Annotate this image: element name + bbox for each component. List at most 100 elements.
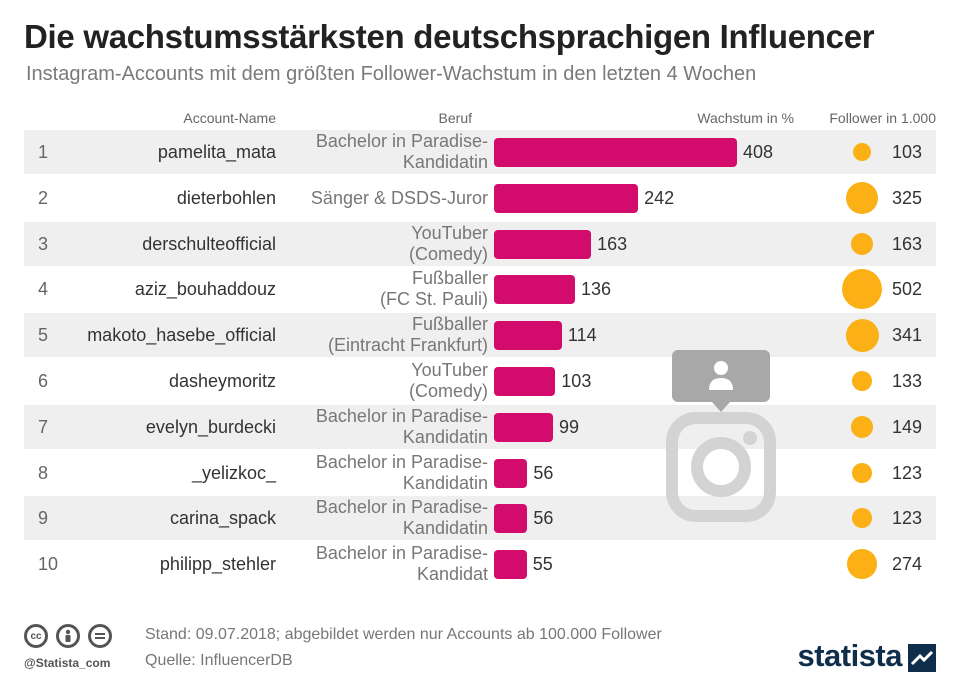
- row-account-name: derschulteofficial: [142, 234, 276, 254]
- table-row: 5 makoto_hasebe_official Fußballer (Eintrac…: [24, 313, 936, 357]
- row-rank: 3: [38, 234, 49, 254]
- follower-bubble: [845, 181, 879, 215]
- row-account-name: carina_spack: [169, 508, 276, 528]
- row-beruf-line: YouTuber: [411, 360, 488, 380]
- growth-value-label: 99: [559, 417, 580, 437]
- row-beruf-line: Kandidatin: [402, 473, 488, 493]
- table-row: 9 carina_spack Bachelor in Paradise- Kandid…: [24, 496, 936, 540]
- footnote-stand: Stand: 09.07.2018; abgebildet werden nur…: [145, 626, 662, 643]
- row-beruf-line: Kandidat: [416, 564, 488, 584]
- row-beruf-line: Fußballer: [411, 268, 488, 288]
- follower-value-label: 103: [892, 142, 923, 162]
- by-icon: [56, 624, 80, 648]
- row-account-name: philipp_stehler: [159, 554, 276, 574]
- follower-value-label: 341: [892, 325, 923, 345]
- row-account-name: dieterbohlen: [176, 188, 276, 208]
- follower-value-label: 502: [892, 279, 923, 299]
- growth-value-label: 56: [533, 508, 554, 528]
- row-rank: 10: [38, 554, 59, 574]
- row-account-name: dasheymoritz: [168, 371, 276, 391]
- row-account-name: makoto_hasebe_official: [87, 325, 276, 345]
- table-row: 7 evelyn_burdecki Bachelor in Paradise- Kan…: [24, 405, 936, 449]
- row-beruf-line: (Comedy): [408, 244, 488, 264]
- nd-icon: [88, 624, 112, 648]
- row-beruf: Bachelor in Paradise- Kandidatin: [316, 496, 488, 540]
- row-beruf-line: (Eintracht Frankfurt): [327, 335, 488, 355]
- row-rank: 5: [38, 325, 49, 345]
- header-beruf: Beruf: [438, 110, 472, 126]
- cc-icon: cc: [24, 624, 48, 648]
- row-beruf-line: Bachelor in Paradise-: [315, 131, 488, 151]
- row-beruf-line: Kandidatin: [402, 427, 488, 447]
- follower-value-label: 274: [892, 554, 923, 574]
- growth-value-label: 56: [533, 463, 554, 483]
- row-beruf: Bachelor in Paradise- Kandidatin: [316, 130, 488, 174]
- follower-value-label: 123: [892, 463, 923, 483]
- row-rank: 2: [38, 188, 49, 208]
- growth-value-label: 114: [567, 325, 597, 345]
- table-row: 2 dieterbohlen Sänger & DSDS-Juror 242 325: [24, 176, 936, 220]
- row-beruf-line: Fußballer: [411, 314, 488, 334]
- row-beruf-line: Bachelor in Paradise-: [315, 406, 488, 426]
- row-rank: 6: [38, 371, 49, 391]
- row-rank: 9: [38, 508, 49, 528]
- growth-value-label: 55: [532, 554, 553, 574]
- follower-value-label: 133: [892, 371, 923, 391]
- chart-subtitle: Instagram-Accounts mit dem größten Follo…: [26, 63, 757, 85]
- statista-handle: @Statista_com: [24, 656, 111, 670]
- instagram-icon: [666, 350, 776, 522]
- follower-bubble: [852, 463, 872, 483]
- growth-value-label: 136: [581, 279, 612, 299]
- row-beruf: Bachelor in Paradise- Kandidat: [316, 542, 488, 586]
- row-account-name: evelyn_burdecki: [145, 417, 276, 437]
- row-account-name: _yelizkoc_: [191, 463, 276, 483]
- follower-bubble: [842, 269, 882, 309]
- row-beruf-line: Bachelor in Paradise-: [315, 497, 488, 517]
- growth-bar: [494, 459, 528, 488]
- row-rank: 4: [38, 279, 49, 299]
- follower-bubble: [852, 508, 872, 528]
- row-account-name: aziz_bouhaddouz: [134, 279, 276, 299]
- follower-value-label: 325: [892, 188, 923, 208]
- follower-value-label: 163: [892, 234, 923, 254]
- row-rank: 1: [38, 142, 49, 162]
- row-beruf-line: Sänger & DSDS-Juror: [310, 187, 488, 208]
- growth-bar: [494, 504, 528, 533]
- follower-bubble: [851, 370, 873, 392]
- footer: cc @Statista_com Stand: 09.07.2018; abge…: [0, 620, 960, 684]
- row-beruf: Bachelor in Paradise- Kandidatin: [316, 451, 488, 495]
- chart-title: Die wachstumsstärksten deutschsprachigen…: [24, 18, 875, 55]
- growth-bar: [494, 275, 575, 304]
- row-rank: 8: [38, 463, 49, 483]
- table-row: 8 _yelizkoc_ Bachelor in Paradise- Kandidat…: [24, 451, 936, 495]
- header-followers: Follower in 1.000: [829, 110, 936, 126]
- footnote-source: Quelle: InfluencerDB: [145, 652, 293, 669]
- row-beruf: Fußballer (Eintracht Frankfurt): [328, 313, 488, 357]
- follower-bubble: [845, 318, 879, 352]
- growth-bar: [494, 184, 639, 213]
- growth-bar: [494, 138, 737, 167]
- row-beruf: Fußballer (FC St. Pauli): [380, 267, 488, 311]
- row-beruf: Bachelor in Paradise- Kandidatin: [316, 405, 488, 449]
- follower-bubble: [852, 142, 871, 161]
- follower-value-label: 123: [892, 508, 923, 528]
- statista-logo: statista: [797, 638, 902, 673]
- growth-value-label: 103: [561, 371, 592, 391]
- growth-value-label: 163: [597, 234, 628, 254]
- row-beruf: Sänger & DSDS-Juror: [311, 176, 488, 220]
- table-row: 1 pamelita_mata Bachelor in Paradise- Kandi…: [24, 130, 936, 174]
- growth-value-label: 408: [743, 142, 774, 162]
- row-account-name: pamelita_mata: [157, 142, 276, 162]
- header-account: Account-Name: [183, 110, 276, 126]
- follower-bubble: [847, 549, 877, 579]
- table-row: 10 philipp_stehler Bachelor in Paradise- Ka…: [24, 542, 936, 586]
- follower-value-label: 149: [892, 417, 923, 437]
- table-row: 4 aziz_bouhaddouz Fußballer (FC St. Pauli) 1…: [24, 267, 936, 311]
- row-beruf: YouTuber (Comedy): [409, 222, 488, 266]
- row-rank: 7: [38, 417, 49, 437]
- row-beruf: YouTuber (Comedy): [409, 359, 488, 403]
- growth-value-label: 242: [644, 188, 675, 208]
- follower-bubble: [851, 416, 873, 438]
- row-beruf-line: Bachelor in Paradise-: [315, 452, 488, 472]
- growth-bar: [494, 321, 562, 350]
